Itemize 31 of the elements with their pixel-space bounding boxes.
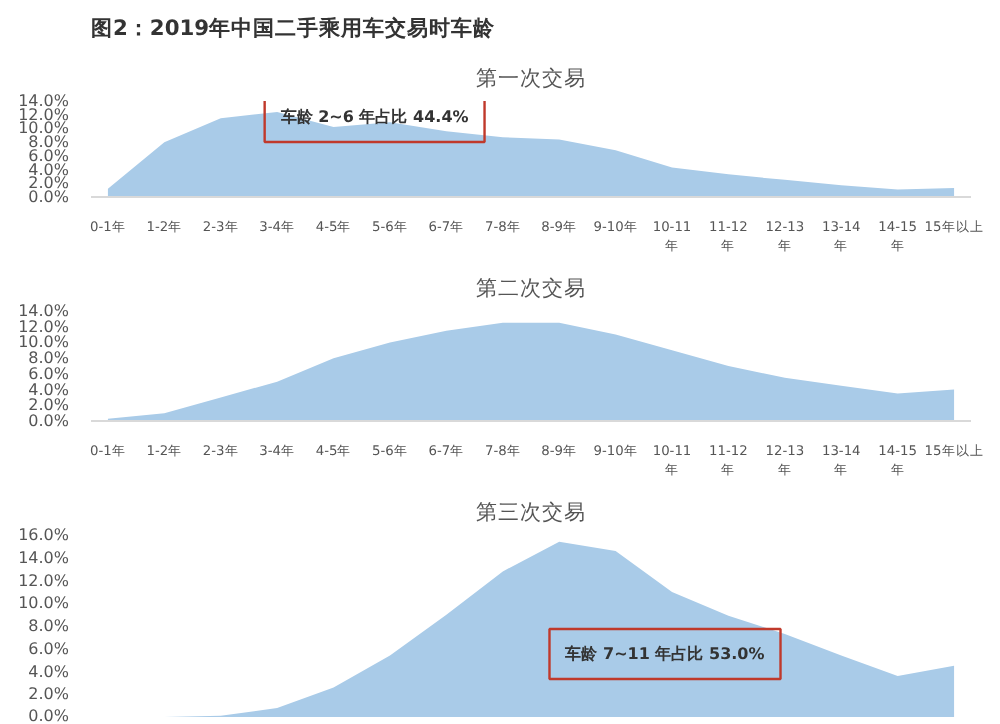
annotation: 车龄 7~11 年占比 53.0% xyxy=(563,645,765,663)
y-tick-label: 0.0% xyxy=(28,188,70,206)
y-tick-label: 12.0% xyxy=(18,317,70,336)
y-tick-label: 4.0% xyxy=(28,662,70,681)
y-tick-label: 8.0% xyxy=(28,349,70,368)
y-tick-label: 8.0% xyxy=(28,133,70,152)
chart-title: 第二次交易 xyxy=(476,275,586,301)
y-tick-label: 6.0% xyxy=(28,639,70,658)
chart-title: 图2：2019年中国二手乘用车交易时车龄 xyxy=(91,15,498,41)
y-tick-label: 10.0% xyxy=(18,333,70,352)
annotation: 车龄 2~6 年占比 44.4% xyxy=(278,108,469,126)
y-tick-label: 14.0% xyxy=(18,302,70,320)
chart-subtitle: 第一次交易 xyxy=(476,65,586,91)
y-tick-label: 16.0% xyxy=(18,526,70,544)
y-tick-label: 10.0% xyxy=(18,119,70,138)
y-tick-label: 0.0% xyxy=(28,412,70,430)
y-tick-label: 2.0% xyxy=(28,396,70,415)
y-tick-label: 2.0% xyxy=(28,174,70,193)
y-tick-label: 4.0% xyxy=(28,380,70,399)
y-tick-label: 10.0% xyxy=(18,594,70,613)
y-tick-label: 6.0% xyxy=(28,364,70,383)
y-tick-label: 14.0% xyxy=(18,92,70,110)
chart-title: 第三次交易 xyxy=(476,499,586,525)
y-tick-label: 12.0% xyxy=(18,105,70,124)
y-tick-label: 14.0% xyxy=(18,548,70,567)
y-tick-label: 12.0% xyxy=(18,571,70,590)
y-tick-label: 4.0% xyxy=(28,160,70,179)
y-tick-label: 0.0% xyxy=(28,707,70,724)
y-tick-label: 6.0% xyxy=(28,146,70,165)
y-tick-label: 2.0% xyxy=(28,685,70,704)
y-tick-label: 8.0% xyxy=(28,617,70,635)
